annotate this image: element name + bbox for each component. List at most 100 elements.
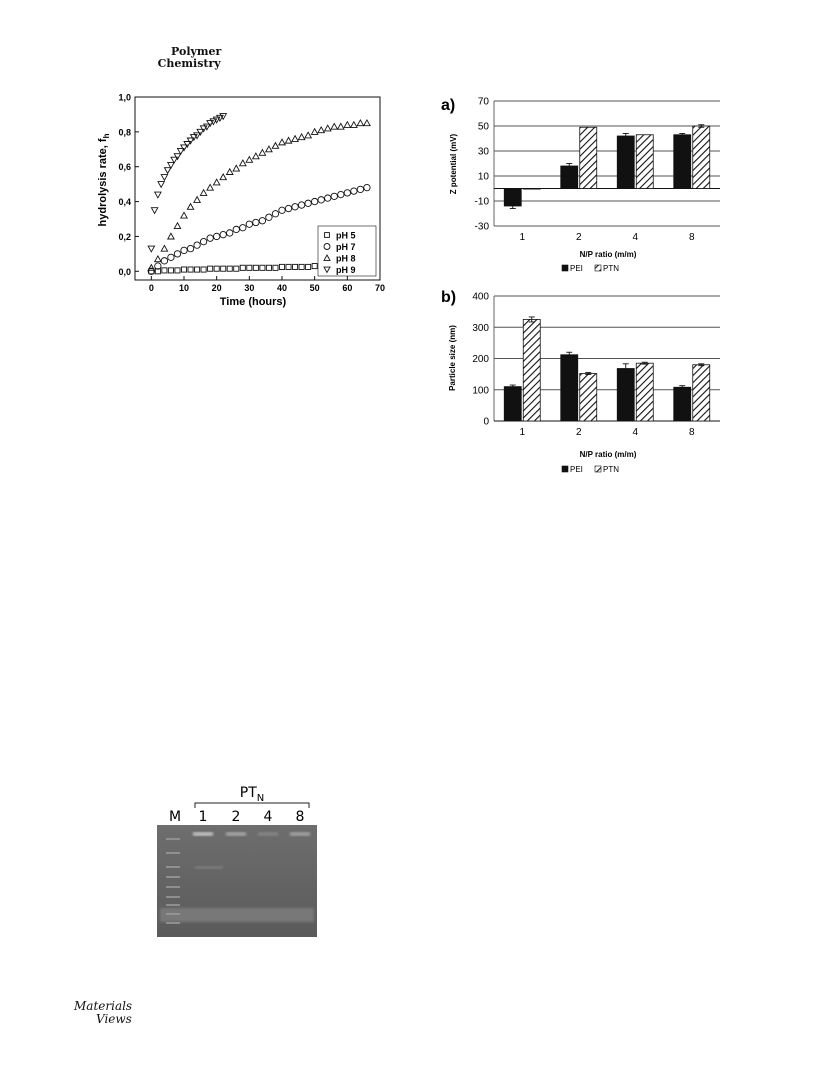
data-point: [233, 265, 240, 272]
x-tick-label: 20: [212, 283, 222, 293]
legend-swatch: [594, 465, 602, 473]
lane-label: 1: [199, 809, 208, 825]
data-point: [213, 265, 220, 272]
data-point: [154, 262, 162, 270]
y-tick-label: 200: [472, 354, 489, 365]
data-point: [199, 188, 208, 196]
data-point: [232, 225, 240, 234]
data-point: [160, 244, 169, 252]
data-point: [330, 122, 339, 130]
x-axis-label: Time (hours): [220, 296, 287, 308]
data-point: [251, 152, 260, 160]
data-point: [213, 232, 221, 241]
x-tick-label: 1: [519, 427, 525, 438]
data-point: [166, 161, 175, 170]
legend-label: pH 7: [336, 242, 356, 252]
data-point: [173, 153, 182, 161]
y-tick-label: 400: [472, 292, 489, 303]
data-point: [311, 197, 319, 206]
marker-lane-label: M: [169, 809, 181, 825]
journal-name-line1: Polymer: [171, 45, 222, 58]
legend-marker: [323, 266, 331, 274]
data-point: [304, 131, 313, 139]
data-point: [173, 221, 182, 229]
x-tick-label: 10: [179, 283, 189, 293]
legend-box: [317, 225, 377, 277]
y-axis-label: Z potential (mV): [449, 133, 458, 194]
y-tick-label: 0,8: [118, 127, 131, 137]
series-ph-8: [147, 119, 371, 271]
ladder-band: [166, 866, 180, 868]
legend-marker: [323, 254, 331, 261]
data-point: [194, 266, 201, 273]
gel-bottom-glow: [160, 908, 314, 922]
data-point: [148, 268, 155, 275]
data-point: [180, 144, 188, 152]
data-point: [199, 125, 208, 133]
data-point: [232, 164, 241, 172]
data-point: [212, 178, 221, 186]
well-band: [193, 832, 213, 836]
data-point: [170, 156, 179, 164]
data-point: [200, 266, 207, 273]
data-point: [147, 263, 156, 271]
data-point: [150, 207, 159, 215]
data-point: [166, 232, 175, 240]
data-point: [147, 267, 155, 275]
data-point: [209, 118, 218, 126]
gel-group-bracket: [194, 802, 310, 808]
data-point: [278, 138, 286, 146]
data-point: [186, 202, 195, 210]
x-tick-label: 50: [310, 283, 320, 293]
data-point: [193, 132, 202, 140]
data-point: [284, 204, 293, 213]
series-ph-7: [147, 183, 371, 275]
data-point: [173, 250, 182, 258]
data-point: [271, 141, 280, 149]
data-point: [174, 267, 181, 274]
y-tick-label: 300: [472, 323, 489, 334]
publisher-logo-line2: Views: [96, 1012, 132, 1026]
well-band: [258, 832, 278, 836]
y-tick-label: 0,6: [118, 162, 131, 172]
legend: pH 5pH 7 pH 8pH 9: [317, 225, 377, 277]
data-point: [245, 155, 254, 163]
data-point: [336, 122, 345, 130]
y-tick-label: -30: [475, 222, 490, 233]
journal-name: Polymer Chemistry: [157, 45, 222, 70]
data-point: [356, 119, 365, 127]
panel-label-b: b): [441, 289, 456, 306]
data-point: [180, 266, 188, 273]
x-tick-label: 70: [375, 283, 385, 293]
data-point: [220, 265, 227, 272]
ladder-band: [166, 896, 180, 898]
data-point: [207, 265, 214, 272]
data-point: [176, 148, 185, 156]
x-tick-label: 2: [576, 232, 582, 243]
data-point: [186, 137, 195, 145]
well-band: [226, 832, 246, 836]
data-point: [291, 134, 300, 142]
data-point: [323, 124, 332, 132]
ladder-band: [166, 913, 180, 915]
legend: PEI PTN: [561, 465, 619, 474]
data-point: [189, 134, 198, 142]
data-point: [239, 264, 246, 271]
legend-marker: [323, 243, 331, 250]
data-point: [304, 199, 312, 207]
data-point: [310, 127, 319, 135]
data-point: [317, 196, 325, 204]
y-axis-label: hydrolysis rate, fh: [97, 133, 111, 226]
data-point: [153, 254, 162, 263]
data-point: [285, 263, 292, 270]
ladder-band: [166, 838, 180, 840]
legend-label: pH 5: [336, 231, 356, 241]
data-point: [298, 263, 305, 270]
data-point: [324, 194, 332, 202]
data-point: [219, 231, 227, 239]
data-point: [153, 191, 162, 199]
data-point: [160, 257, 169, 265]
